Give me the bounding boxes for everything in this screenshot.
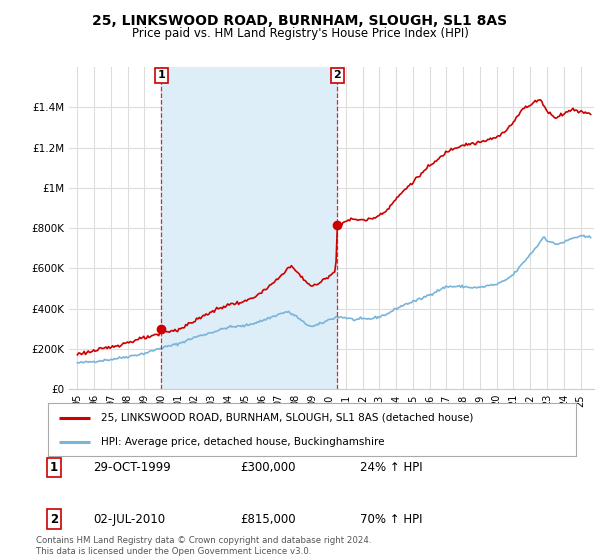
Text: Price paid vs. HM Land Registry's House Price Index (HPI): Price paid vs. HM Land Registry's House …	[131, 27, 469, 40]
Text: 02-JUL-2010: 02-JUL-2010	[93, 512, 165, 526]
Text: £815,000: £815,000	[240, 512, 296, 526]
Text: 2: 2	[50, 512, 58, 526]
Text: HPI: Average price, detached house, Buckinghamshire: HPI: Average price, detached house, Buck…	[101, 437, 385, 447]
Text: 29-OCT-1999: 29-OCT-1999	[93, 461, 171, 474]
Text: Contains HM Land Registry data © Crown copyright and database right 2024.
This d: Contains HM Land Registry data © Crown c…	[36, 536, 371, 556]
Text: 25, LINKSWOOD ROAD, BURNHAM, SLOUGH, SL1 8AS (detached house): 25, LINKSWOOD ROAD, BURNHAM, SLOUGH, SL1…	[101, 413, 473, 423]
Bar	[161, 67, 337, 389]
Text: 70% ↑ HPI: 70% ↑ HPI	[360, 512, 422, 526]
Text: £300,000: £300,000	[240, 461, 296, 474]
Text: 1: 1	[157, 71, 165, 81]
Text: 2: 2	[334, 71, 341, 81]
Text: 25, LINKSWOOD ROAD, BURNHAM, SLOUGH, SL1 8AS: 25, LINKSWOOD ROAD, BURNHAM, SLOUGH, SL1…	[92, 14, 508, 28]
Text: 24% ↑ HPI: 24% ↑ HPI	[360, 461, 422, 474]
Text: 1: 1	[50, 461, 58, 474]
